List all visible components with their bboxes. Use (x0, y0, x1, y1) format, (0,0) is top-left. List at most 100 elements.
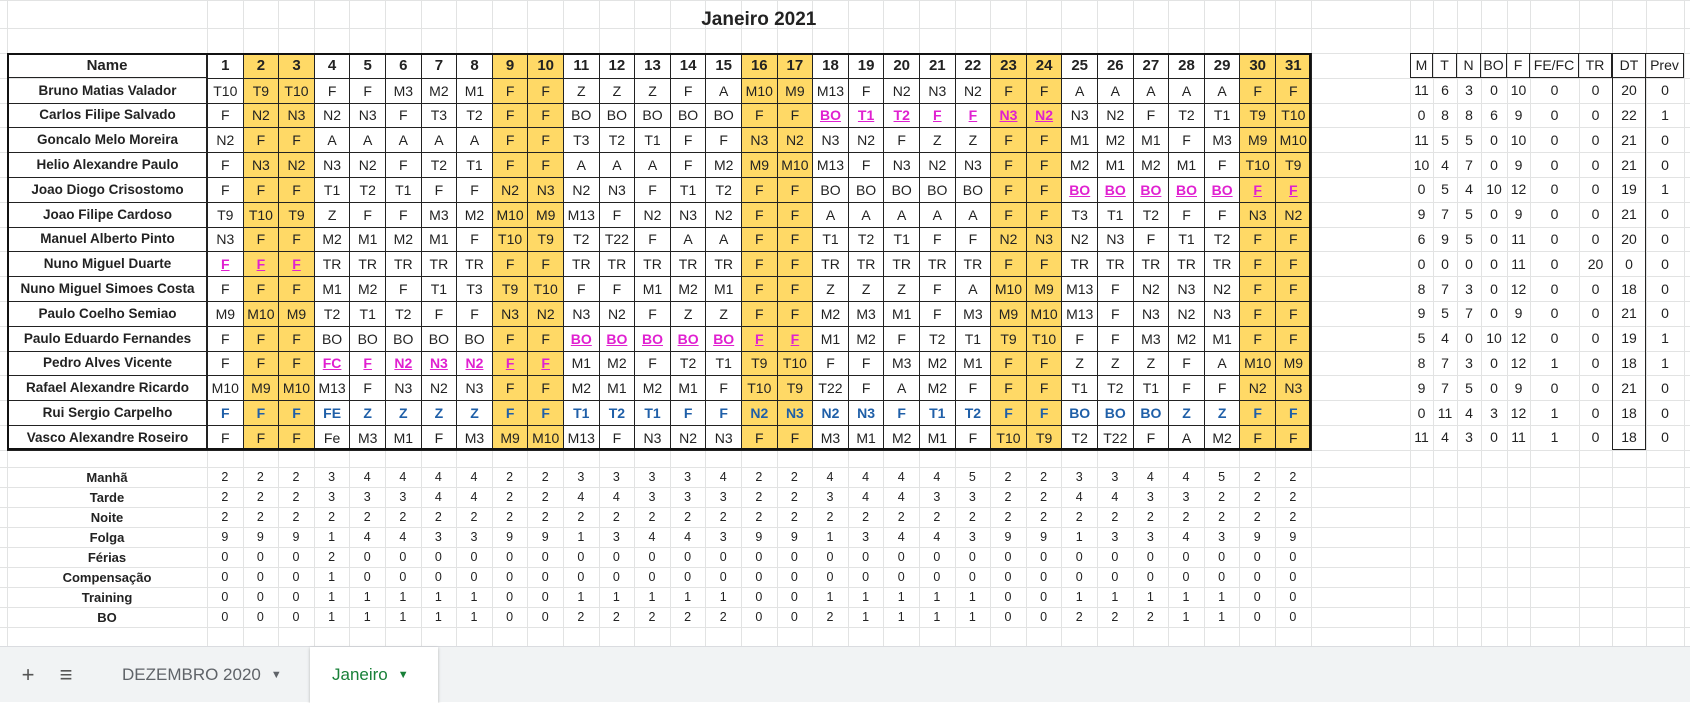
shift-cell[interactable]: A (1168, 77, 1205, 104)
shift-cell[interactable]: T9 (527, 226, 564, 253)
summary-cell[interactable]: 0 (1111, 550, 1119, 564)
shift-cell[interactable]: N2 (1275, 201, 1312, 228)
stats-cell[interactable]: 0 (1591, 305, 1600, 322)
shift-cell[interactable]: N3 (313, 152, 351, 178)
shift-cell[interactable]: A (954, 276, 992, 302)
shift-cell[interactable]: N3 (954, 152, 992, 178)
summary-cell[interactable]: 0 (541, 610, 549, 624)
shift-cell[interactable]: F (598, 276, 636, 302)
shift-cell[interactable]: BO (598, 102, 636, 129)
shift-cell[interactable]: F (919, 102, 956, 129)
shift-cell[interactable]: F (420, 301, 458, 327)
stats-cell[interactable]: 7 (1441, 206, 1449, 223)
day-header[interactable]: 2 (242, 53, 280, 79)
summary-cell[interactable]: 0 (790, 570, 798, 584)
shift-cell[interactable]: M9 (242, 375, 280, 402)
summary-cell[interactable]: 0 (862, 570, 870, 584)
shift-cell[interactable]: T10 (990, 425, 1027, 451)
stats-cell[interactable]: 4 (1465, 181, 1473, 198)
shift-cell[interactable]: F (207, 325, 244, 352)
shift-cell[interactable]: T10 (1239, 152, 1276, 178)
shift-cell[interactable]: T1 (919, 400, 956, 426)
shift-cell[interactable]: F (705, 127, 742, 154)
stats-header[interactable]: BO (1481, 53, 1507, 78)
shift-cell[interactable]: M9 (1275, 350, 1312, 377)
shift-cell[interactable]: T1 (883, 226, 920, 253)
day-header[interactable]: 6 (385, 53, 422, 79)
summary-cell[interactable]: 2 (755, 490, 763, 504)
shift-cell[interactable]: M2 (349, 276, 386, 302)
stats-cell[interactable]: 8 (1441, 106, 1449, 123)
stats-cell[interactable]: 0 (1490, 354, 1498, 371)
summary-cell[interactable]: 3 (1146, 530, 1154, 544)
summary-cell[interactable]: 0 (1004, 610, 1012, 624)
shift-cell[interactable]: M10 (207, 375, 244, 402)
summary-cell[interactable]: 2 (1040, 510, 1048, 524)
summary-cell[interactable]: 2 (363, 510, 371, 524)
summary-cell[interactable]: 1 (399, 590, 407, 604)
summary-cell[interactable]: 0 (1253, 610, 1261, 624)
shift-cell[interactable]: TR (812, 251, 849, 278)
shift-cell[interactable]: F (1025, 152, 1063, 178)
summary-cell[interactable]: 2 (1075, 610, 1083, 624)
summary-cell[interactable]: 3 (1111, 470, 1119, 484)
employee-name[interactable]: Joao Diogo Crisostomo (7, 177, 207, 203)
stats-header[interactable]: DT (1612, 53, 1646, 78)
shift-cell[interactable]: T10 (278, 77, 315, 104)
shift-cell[interactable]: N2 (420, 375, 458, 402)
shift-cell[interactable]: BO (669, 102, 707, 129)
shift-cell[interactable]: F (1275, 425, 1312, 451)
summary-label[interactable]: Férias (87, 549, 127, 565)
summary-label[interactable]: Compensação (62, 569, 152, 585)
shift-cell[interactable]: BO (705, 325, 742, 352)
summary-cell[interactable]: 1 (684, 590, 692, 604)
stats-cell[interactable]: 0 (1550, 230, 1559, 247)
summary-cell[interactable]: 2 (1040, 470, 1048, 484)
shift-cell[interactable]: F (1239, 425, 1276, 451)
summary-cell[interactable]: 1 (968, 610, 976, 624)
shift-cell[interactable]: F (705, 375, 742, 402)
shift-cell[interactable]: F (741, 201, 778, 228)
shift-cell[interactable]: F (669, 400, 707, 426)
summary-cell[interactable]: 9 (1253, 530, 1261, 544)
shift-cell[interactable]: Z (1061, 350, 1098, 377)
summary-cell[interactable]: 2 (1218, 510, 1226, 524)
shift-cell[interactable]: N3 (385, 375, 422, 402)
summary-cell[interactable]: 0 (755, 590, 763, 604)
summary-cell[interactable]: 0 (1253, 550, 1261, 564)
stats-cell[interactable]: 18 (1612, 350, 1646, 376)
stats-cell[interactable]: 12 (1510, 404, 1527, 421)
summary-cell[interactable]: 2 (1289, 490, 1297, 504)
shift-cell[interactable]: TR (883, 251, 920, 278)
summary-cell[interactable]: 2 (968, 510, 976, 524)
shift-cell[interactable]: A (705, 77, 742, 104)
shift-cell[interactable]: BO (1132, 400, 1170, 426)
shift-cell[interactable]: F (491, 375, 529, 402)
shift-cell[interactable]: T1 (456, 152, 493, 178)
stats-cell[interactable]: 7 (1441, 280, 1449, 297)
summary-cell[interactable]: 9 (755, 530, 763, 544)
summary-cell[interactable]: 2 (1111, 510, 1119, 524)
summary-cell[interactable]: 2 (328, 510, 336, 524)
shift-cell[interactable]: T2 (847, 226, 885, 253)
shift-cell[interactable]: M3 (456, 425, 493, 451)
summary-cell[interactable]: 1 (577, 530, 585, 544)
shift-cell[interactable]: T9 (491, 276, 529, 302)
shift-cell[interactable]: A (1061, 77, 1098, 104)
shift-cell[interactable]: T22 (812, 375, 849, 402)
stats-cell[interactable]: 1 (1550, 354, 1559, 371)
shift-cell[interactable]: F (1239, 400, 1276, 426)
shift-cell[interactable]: F (954, 226, 992, 253)
shift-cell[interactable]: Z (847, 276, 885, 302)
shift-cell[interactable]: F (634, 226, 671, 253)
shift-cell[interactable]: M1 (1132, 127, 1170, 154)
shift-cell[interactable]: Z (812, 276, 849, 302)
shift-cell[interactable]: T9 (776, 375, 814, 402)
shift-cell[interactable]: T1 (705, 350, 742, 377)
stats-cell[interactable]: 22 (1612, 102, 1646, 128)
shift-cell[interactable]: T2 (1203, 226, 1241, 253)
summary-cell[interactable]: 4 (434, 490, 442, 504)
summary-cell[interactable]: 4 (933, 470, 941, 484)
stats-cell[interactable]: 7 (1441, 379, 1449, 396)
shift-cell[interactable]: M1 (598, 375, 636, 402)
